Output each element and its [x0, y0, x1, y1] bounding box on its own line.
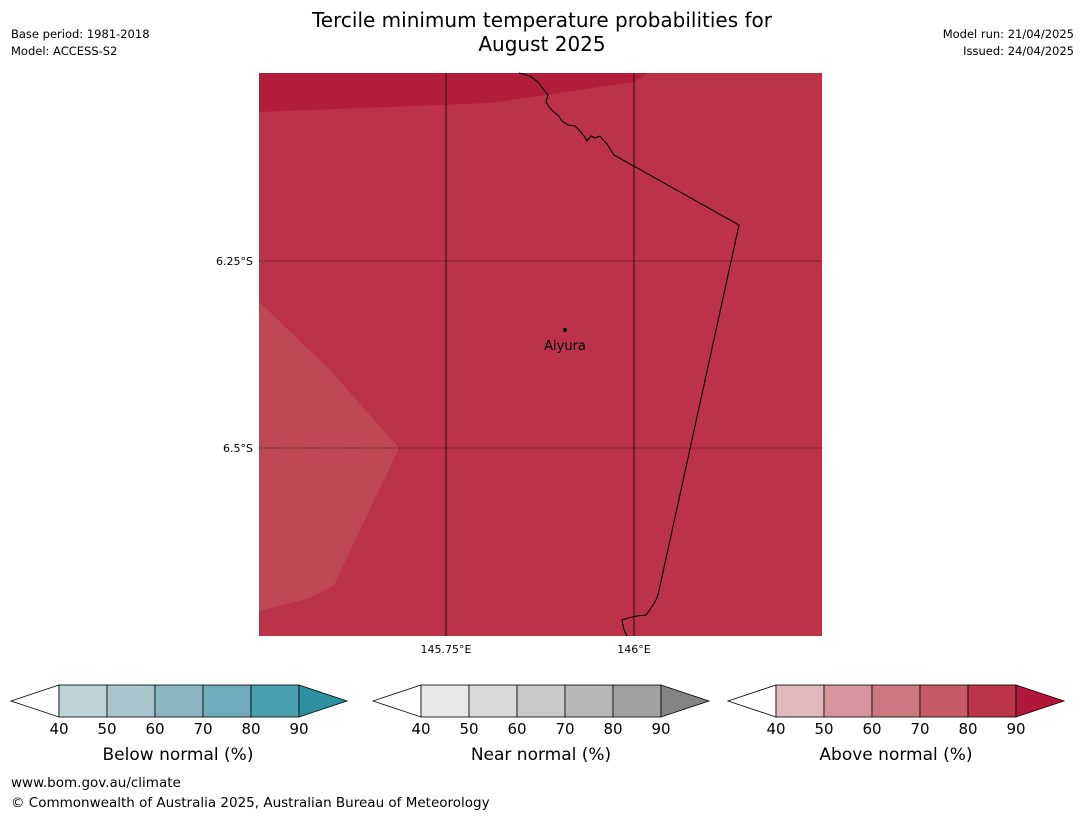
colorbar-above-segment — [919, 684, 969, 718]
colorbar-above-tick-label: 60 — [862, 720, 881, 738]
colorbar-above-max-extend — [1015, 684, 1066, 718]
colorbar-below-segment — [154, 684, 204, 718]
border-line — [518, 72, 740, 637]
place-marker — [563, 328, 567, 332]
title-line-1: Tercile minimum temperature probabilitie… — [311, 8, 773, 32]
colorbar-below-segment — [58, 684, 108, 718]
colorbar-below-tick-label: 40 — [49, 720, 68, 738]
colorbar-above-tick-label: 50 — [814, 720, 833, 738]
lat-label-6-5: 6.5°S — [223, 442, 253, 455]
colorbar-above-tick-label: 80 — [958, 720, 977, 738]
colorbar-below-label: Below normal (%) — [102, 745, 254, 765]
region-high-probability — [259, 73, 648, 112]
colorbar-near-max-extend — [660, 684, 711, 718]
colorbar-below-segment — [106, 684, 156, 718]
colorbar-near-tick-label: 70 — [555, 720, 574, 738]
meta-right: Model run: 21/04/2025 Issued: 24/04/2025 — [943, 26, 1074, 60]
footer-url: www.bom.gov.au/climate — [11, 775, 181, 791]
colorbar-near-segment — [468, 684, 518, 718]
colorbar-above-segment — [871, 684, 921, 718]
colorbar-below-tick-label: 80 — [241, 720, 260, 738]
base-period: Base period: 1981-2018 — [11, 27, 150, 41]
colorbar-below-segment — [250, 684, 300, 718]
map-title: Tercile minimum temperature probabilitie… — [242, 8, 842, 56]
colorbar-below-tick-label: 70 — [193, 720, 212, 738]
place-label: Aiyura — [544, 339, 586, 354]
colorbars: 40 50 60 70 80 90 40 50 60 70 80 90 40 50 60 70 80 90 — [9, 684, 1066, 738]
colorbar-near-tick-label: 40 — [411, 720, 430, 738]
colorbar-below-tick-label: 90 — [289, 720, 308, 738]
colorbar-near-segment — [516, 684, 566, 718]
colorbar-below-max-extend — [298, 684, 349, 718]
colorbar-below-tick-label: 50 — [97, 720, 116, 738]
model-run: Model run: 21/04/2025 — [942, 27, 1074, 41]
title-line-2: August 2025 — [478, 32, 606, 56]
colorbar-below-segment — [202, 684, 252, 718]
colorbar-above-tick-label: 70 — [910, 720, 929, 738]
region-lower-probability — [259, 302, 399, 611]
footer-copyright: © Commonwealth of Australia 2025, Austra… — [11, 795, 490, 811]
colorbar-above-tick-label: 40 — [766, 720, 785, 738]
lon-label-145-75: 145.75°E — [421, 643, 472, 656]
colorbar-above-segment — [775, 684, 825, 718]
colorbar-near-tick-label: 80 — [603, 720, 622, 738]
colorbar-near-segment — [564, 684, 614, 718]
colorbar-above-tick-label: 90 — [1006, 720, 1025, 738]
colorbar-above-min-extend — [726, 684, 777, 718]
meta-left: Base period: 1981-2018 Model: ACCESS-S2 — [11, 26, 150, 60]
issued-date: Issued: 24/04/2025 — [963, 44, 1074, 58]
model-name: Model: ACCESS-S2 — [11, 44, 118, 58]
colorbar-near-tick-label: 90 — [651, 720, 670, 738]
colorbar-near-tick-label: 60 — [507, 720, 526, 738]
colorbar-near-segment — [612, 684, 662, 718]
colorbar-above-segment — [823, 684, 873, 718]
colorbar-above-label: Above normal (%) — [819, 745, 973, 765]
colorbar-near-min-extend — [371, 684, 422, 718]
colorbar-below-min-extend — [9, 684, 60, 718]
lat-label-6-25: 6.25°S — [216, 255, 253, 268]
colorbar-near-tick-label: 50 — [459, 720, 478, 738]
lon-label-146: 146°E — [617, 643, 650, 656]
colorbar-below-tick-label: 60 — [145, 720, 164, 738]
colorbar-above-segment — [967, 684, 1017, 718]
colorbar-near-segment — [420, 684, 470, 718]
colorbar-near-label: Near normal (%) — [470, 745, 612, 765]
